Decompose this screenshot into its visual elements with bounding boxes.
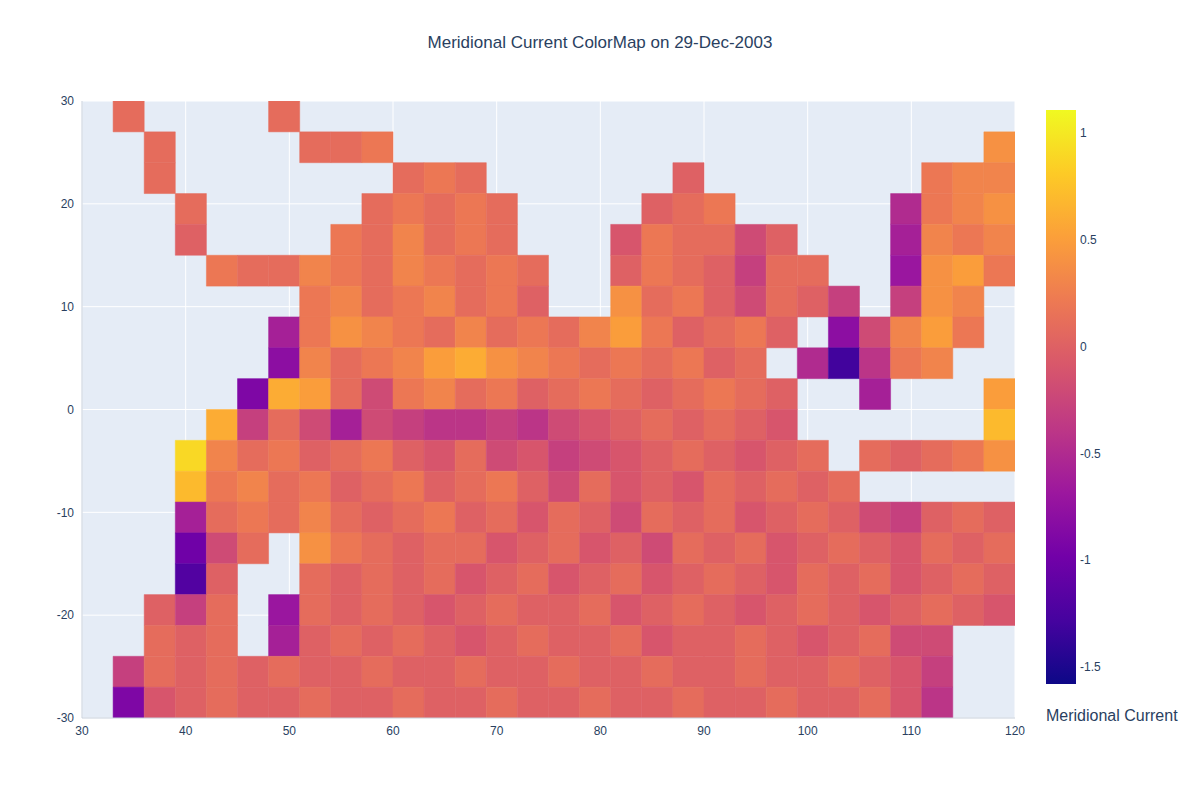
svg-text:30: 30 (61, 94, 75, 108)
svg-text:70: 70 (490, 724, 504, 738)
svg-text:110: 110 (902, 724, 921, 738)
svg-text:0: 0 (67, 403, 74, 417)
svg-text:10: 10 (61, 300, 75, 314)
svg-text:-30: -30 (57, 711, 75, 725)
svg-text:20: 20 (61, 197, 75, 211)
svg-text:-1.5: -1.5 (1080, 660, 1101, 674)
svg-text:-20: -20 (57, 608, 75, 622)
svg-text:0: 0 (1080, 340, 1087, 354)
svg-text:120: 120 (1005, 724, 1025, 738)
svg-text:40: 40 (179, 724, 193, 738)
svg-text:50: 50 (283, 724, 297, 738)
svg-text:100: 100 (798, 724, 818, 738)
svg-text:-0.5: -0.5 (1080, 447, 1101, 461)
html-text:Meridional Current ColorMap on: Meridional Current ColorMap on 29-Dec-20… (427, 33, 773, 52)
svg-text:30: 30 (75, 724, 89, 738)
svg-text:60: 60 (386, 724, 400, 738)
svg-text:-10: -10 (57, 506, 75, 520)
svg-text:-1: -1 (1080, 553, 1091, 567)
svg-text:0.5: 0.5 (1080, 233, 1097, 247)
svg-text:90: 90 (697, 724, 711, 738)
svg-text:1: 1 (1080, 126, 1087, 140)
html-text:Meridional Current: Meridional Current (1046, 707, 1178, 724)
svg-text:80: 80 (594, 724, 608, 738)
